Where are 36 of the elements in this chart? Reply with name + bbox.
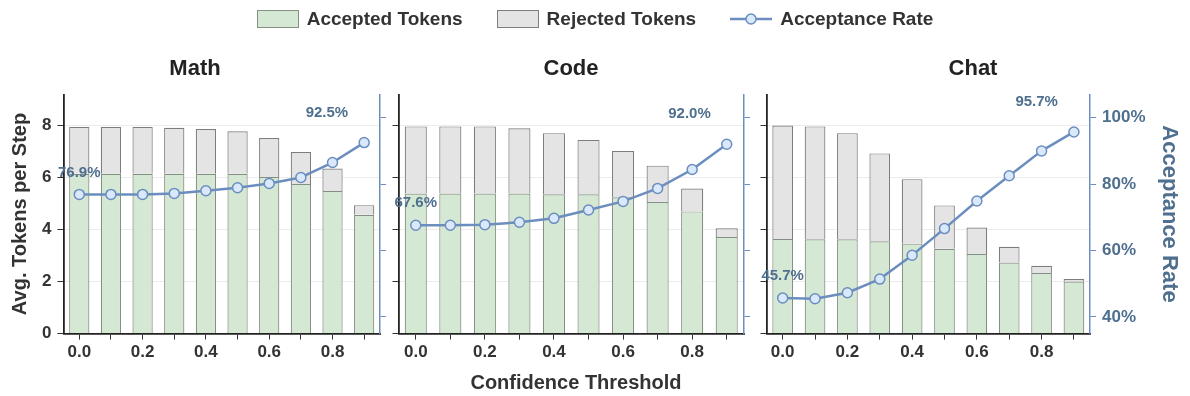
x-tick-label: 0.0 (770, 342, 795, 362)
x-tick-label: 0.6 (611, 342, 635, 362)
y-tick-label: 2 (41, 271, 52, 291)
y2-tick-label: 80% (1102, 173, 1137, 193)
x-tick-label: 0.8 (680, 342, 704, 362)
x-tick-label: 0.6 (257, 342, 282, 362)
y-tick-label: 0 (41, 323, 52, 343)
x-tick-label: 0.8 (320, 342, 345, 362)
data-label: 95.7% (1015, 92, 1058, 110)
legend-label: Rejected Tokens (546, 8, 697, 30)
x-tick-label: 0.2 (835, 342, 860, 362)
y-axis-title: Avg. Tokens per Step (7, 112, 30, 316)
chart-title: Math (169, 55, 221, 81)
x-tick-label: 0.0 (67, 342, 92, 362)
x-tick-label: 0.4 (900, 342, 925, 362)
x-tick-label: 0.6 (965, 342, 989, 362)
data-label: 92.5% (305, 102, 349, 120)
x-tick-label: 0.4 (194, 342, 219, 362)
chart-title: Code (543, 55, 599, 81)
x-tick-label: 0.8 (1029, 342, 1054, 362)
y2-axis-title: Acceptance Rate (1157, 125, 1183, 303)
y2-tick-label: 100% (1102, 107, 1146, 127)
y-tick-label: 4 (41, 219, 52, 239)
chart-title: Chat (948, 55, 999, 81)
legend-label: Acceptance Rate (780, 8, 934, 30)
x-tick-label: 0.2 (473, 342, 497, 362)
data-label: 92.0% (668, 104, 711, 122)
x-tick-label: 0.0 (403, 342, 428, 362)
y-tick-label: 6 (41, 167, 52, 187)
x-tick-label: 0.2 (130, 342, 155, 362)
legend-label: Accepted Tokens (306, 8, 463, 30)
y2-tick-label: 60% (1102, 240, 1137, 260)
y2-tick-label: 40% (1102, 306, 1137, 326)
y-tick-label: 8 (41, 115, 52, 135)
x-tick-label: 0.4 (542, 342, 567, 362)
x-axis-title: Confidence Threshold (469, 371, 683, 394)
